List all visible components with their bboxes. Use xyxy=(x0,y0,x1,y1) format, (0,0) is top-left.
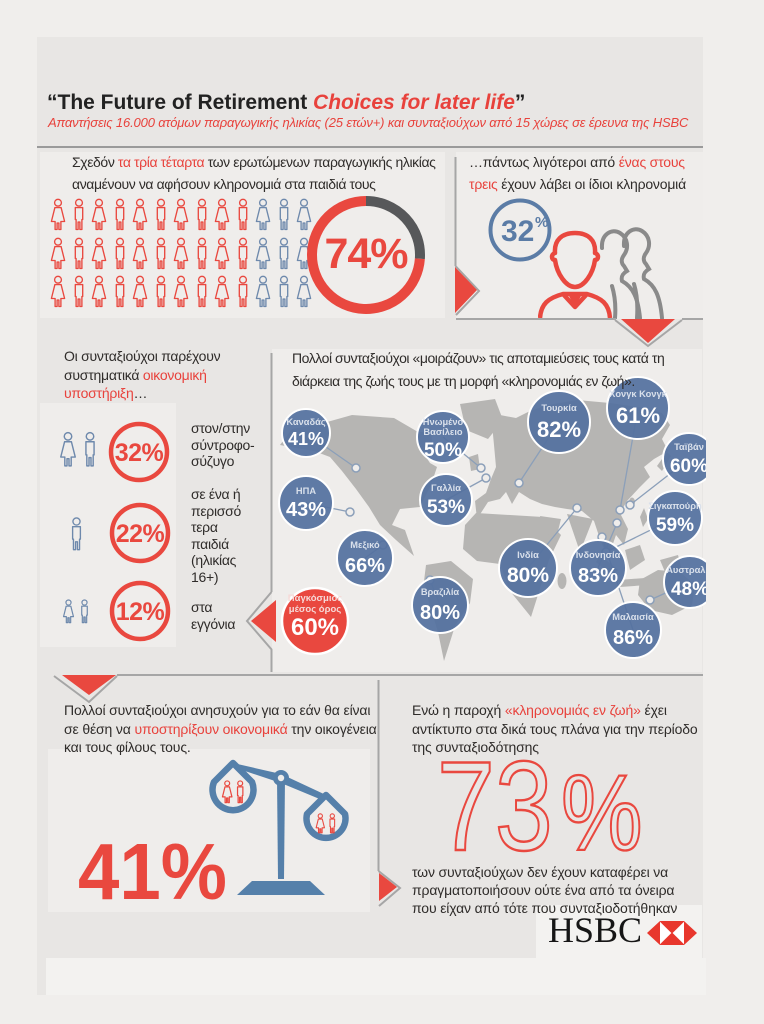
svg-text:12%: 12% xyxy=(116,598,165,626)
svg-text:53%: 53% xyxy=(427,497,465,518)
svg-text:22%: 22% xyxy=(116,520,165,548)
svg-text:59%: 59% xyxy=(656,515,694,536)
svg-text:74%: 74% xyxy=(324,230,408,278)
svg-text:Γαλλία: Γαλλία xyxy=(431,483,461,493)
svg-text:32: 32 xyxy=(501,215,534,248)
svg-text:60%: 60% xyxy=(291,614,339,641)
svg-text:50%: 50% xyxy=(424,440,462,461)
svg-text:41%: 41% xyxy=(288,429,324,449)
svg-text:μέσος όρος: μέσος όρος xyxy=(289,604,341,615)
svg-text:Ινδονησία: Ινδονησία xyxy=(576,550,621,560)
svg-text:43%: 43% xyxy=(286,499,326,521)
svg-text:Μεξικό: Μεξικό xyxy=(350,540,380,550)
svg-text:48%: 48% xyxy=(671,579,706,600)
svg-text:86%: 86% xyxy=(613,627,653,649)
svg-text:82%: 82% xyxy=(537,417,581,442)
svg-text:66%: 66% xyxy=(345,555,385,577)
svg-text:Ταϊβάν: Ταϊβάν xyxy=(674,442,704,452)
svg-text:32%: 32% xyxy=(115,439,164,467)
svg-text:73: 73 xyxy=(437,754,553,858)
svg-text:80%: 80% xyxy=(507,564,549,587)
svg-text:ΗΠΑ: ΗΠΑ xyxy=(296,486,316,496)
svg-text:Ινδία: Ινδία xyxy=(517,550,539,560)
svg-text:%: % xyxy=(535,214,548,231)
svg-text:Καναδάς: Καναδάς xyxy=(286,417,325,427)
svg-text:Σιγκαπούρη: Σιγκαπούρη xyxy=(648,501,702,511)
svg-text:Ηνωμένο: Ηνωμένο xyxy=(423,417,464,427)
svg-text:80%: 80% xyxy=(420,602,460,624)
svg-text:Παγκόσμιος: Παγκόσμιος xyxy=(288,593,343,604)
svg-text:61%: 61% xyxy=(616,403,660,428)
svg-text:Χονγκ Κονγκ: Χονγκ Κονγκ xyxy=(609,389,668,399)
svg-text:Βραζιλία: Βραζιλία xyxy=(421,587,460,597)
svg-text:Βασίλειο: Βασίλειο xyxy=(423,427,463,437)
svg-text:%: % xyxy=(561,754,643,858)
svg-text:Μαλαισία: Μαλαισία xyxy=(612,612,654,622)
svg-text:83%: 83% xyxy=(578,565,618,587)
svg-text:Αυστραλία: Αυστραλία xyxy=(666,565,706,575)
svg-text:60%: 60% xyxy=(670,456,706,477)
svg-text:Τουρκία: Τουρκία xyxy=(541,403,577,413)
